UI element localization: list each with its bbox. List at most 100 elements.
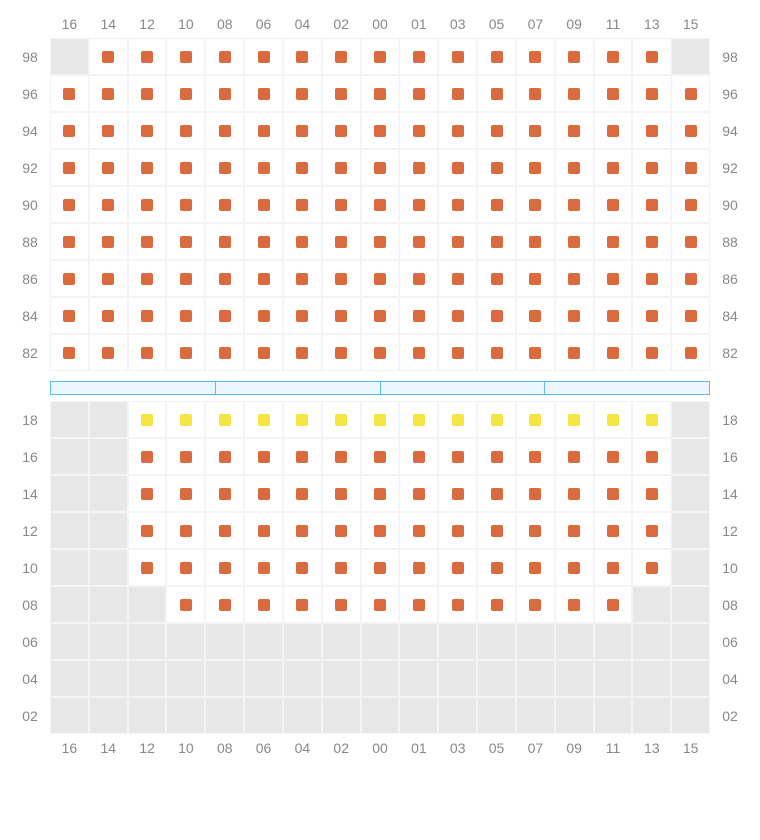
seat-cell[interactable] (322, 112, 361, 149)
seat-cell[interactable] (671, 75, 710, 112)
seat-cell[interactable] (632, 438, 671, 475)
seat-cell[interactable] (399, 512, 438, 549)
seat-cell[interactable] (671, 260, 710, 297)
seat-cell[interactable] (671, 149, 710, 186)
seat-cell[interactable] (244, 438, 283, 475)
seat-cell[interactable] (361, 186, 400, 223)
seat-cell[interactable] (516, 38, 555, 75)
seat-cell[interactable] (555, 438, 594, 475)
seat-cell[interactable] (283, 38, 322, 75)
seat-cell[interactable] (205, 334, 244, 371)
seat-cell[interactable] (361, 260, 400, 297)
seat-cell[interactable] (438, 112, 477, 149)
seat-cell[interactable] (283, 112, 322, 149)
seat-cell[interactable] (438, 223, 477, 260)
seat-cell[interactable] (438, 38, 477, 75)
seat-cell[interactable] (205, 38, 244, 75)
seat-cell[interactable] (555, 512, 594, 549)
seat-cell[interactable] (283, 401, 322, 438)
seat-cell[interactable] (594, 186, 633, 223)
seat-cell[interactable] (632, 75, 671, 112)
seat-cell[interactable] (399, 549, 438, 586)
seat-cell[interactable] (322, 38, 361, 75)
seat-cell[interactable] (166, 186, 205, 223)
seat-cell[interactable] (89, 112, 128, 149)
seat-cell[interactable] (516, 149, 555, 186)
seat-cell[interactable] (322, 334, 361, 371)
seat-cell[interactable] (594, 223, 633, 260)
seat-cell[interactable] (205, 549, 244, 586)
seat-cell[interactable] (438, 186, 477, 223)
seat-cell[interactable] (50, 75, 89, 112)
seat-cell[interactable] (632, 260, 671, 297)
seat-cell[interactable] (244, 401, 283, 438)
seat-cell[interactable] (555, 38, 594, 75)
seat-cell[interactable] (594, 260, 633, 297)
seat-cell[interactable] (438, 512, 477, 549)
seat-cell[interactable] (128, 149, 167, 186)
seat-cell[interactable] (128, 75, 167, 112)
seat-cell[interactable] (671, 112, 710, 149)
seat-cell[interactable] (516, 297, 555, 334)
seat-cell[interactable] (361, 586, 400, 623)
seat-cell[interactable] (477, 475, 516, 512)
seat-cell[interactable] (361, 512, 400, 549)
seat-cell[interactable] (322, 186, 361, 223)
seat-cell[interactable] (477, 38, 516, 75)
seat-cell[interactable] (477, 512, 516, 549)
seat-cell[interactable] (594, 512, 633, 549)
seat-cell[interactable] (399, 586, 438, 623)
seat-cell[interactable] (205, 260, 244, 297)
seat-cell[interactable] (438, 475, 477, 512)
seat-cell[interactable] (361, 549, 400, 586)
seat-cell[interactable] (516, 512, 555, 549)
seat-cell[interactable] (477, 438, 516, 475)
seat-cell[interactable] (244, 38, 283, 75)
seat-cell[interactable] (438, 401, 477, 438)
seat-cell[interactable] (205, 223, 244, 260)
seat-cell[interactable] (361, 297, 400, 334)
seat-cell[interactable] (399, 149, 438, 186)
seat-cell[interactable] (555, 223, 594, 260)
seat-cell[interactable] (166, 260, 205, 297)
seat-cell[interactable] (399, 438, 438, 475)
seat-cell[interactable] (516, 223, 555, 260)
seat-cell[interactable] (399, 475, 438, 512)
seat-cell[interactable] (244, 149, 283, 186)
seat-cell[interactable] (322, 475, 361, 512)
seat-cell[interactable] (632, 475, 671, 512)
seat-cell[interactable] (322, 223, 361, 260)
seat-cell[interactable] (361, 401, 400, 438)
seat-cell[interactable] (50, 149, 89, 186)
seat-cell[interactable] (244, 475, 283, 512)
seat-cell[interactable] (477, 223, 516, 260)
seat-cell[interactable] (477, 297, 516, 334)
seat-cell[interactable] (555, 149, 594, 186)
seat-cell[interactable] (555, 112, 594, 149)
seat-cell[interactable] (89, 260, 128, 297)
seat-cell[interactable] (166, 549, 205, 586)
seat-cell[interactable] (89, 186, 128, 223)
seat-cell[interactable] (516, 438, 555, 475)
seat-cell[interactable] (594, 549, 633, 586)
seat-cell[interactable] (128, 334, 167, 371)
seat-cell[interactable] (594, 475, 633, 512)
seat-cell[interactable] (166, 401, 205, 438)
seat-cell[interactable] (438, 549, 477, 586)
seat-cell[interactable] (128, 260, 167, 297)
seat-cell[interactable] (322, 549, 361, 586)
seat-cell[interactable] (438, 334, 477, 371)
seat-cell[interactable] (283, 334, 322, 371)
seat-cell[interactable] (399, 297, 438, 334)
seat-cell[interactable] (166, 112, 205, 149)
seat-cell[interactable] (632, 223, 671, 260)
seat-cell[interactable] (205, 438, 244, 475)
seat-cell[interactable] (555, 75, 594, 112)
seat-cell[interactable] (671, 186, 710, 223)
seat-cell[interactable] (205, 75, 244, 112)
seat-cell[interactable] (594, 38, 633, 75)
seat-cell[interactable] (555, 334, 594, 371)
seat-cell[interactable] (283, 512, 322, 549)
seat-cell[interactable] (594, 586, 633, 623)
seat-cell[interactable] (632, 297, 671, 334)
